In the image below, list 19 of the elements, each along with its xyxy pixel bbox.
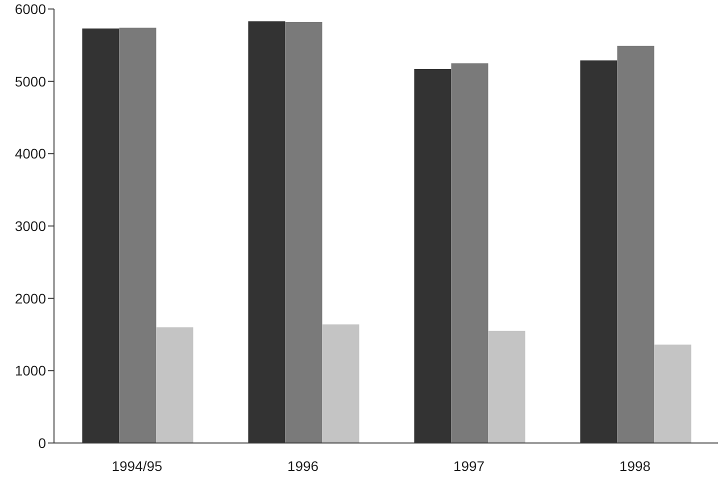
bar: [322, 324, 360, 443]
y-tick-label: 3000: [14, 218, 46, 234]
y-tick-label: 5000: [14, 73, 46, 90]
bar: [654, 344, 692, 443]
bar: [119, 28, 156, 443]
x-tick-label: 1996: [287, 458, 319, 474]
y-tick-label: 1000: [14, 362, 46, 379]
y-tick-label: 6000: [14, 0, 46, 17]
x-tick-label: 1994/95: [112, 458, 163, 474]
bar: [156, 327, 194, 443]
bar: [617, 46, 654, 443]
bar: [488, 330, 526, 443]
x-tick-label: 1998: [619, 458, 651, 474]
y-tick-label: 0: [38, 434, 46, 451]
bar: [285, 22, 322, 443]
x-tick-label: 1997: [453, 458, 485, 474]
y-tick-label: 4000: [14, 146, 46, 162]
bar: [451, 63, 488, 443]
y-tick-label: 2000: [14, 290, 46, 306]
